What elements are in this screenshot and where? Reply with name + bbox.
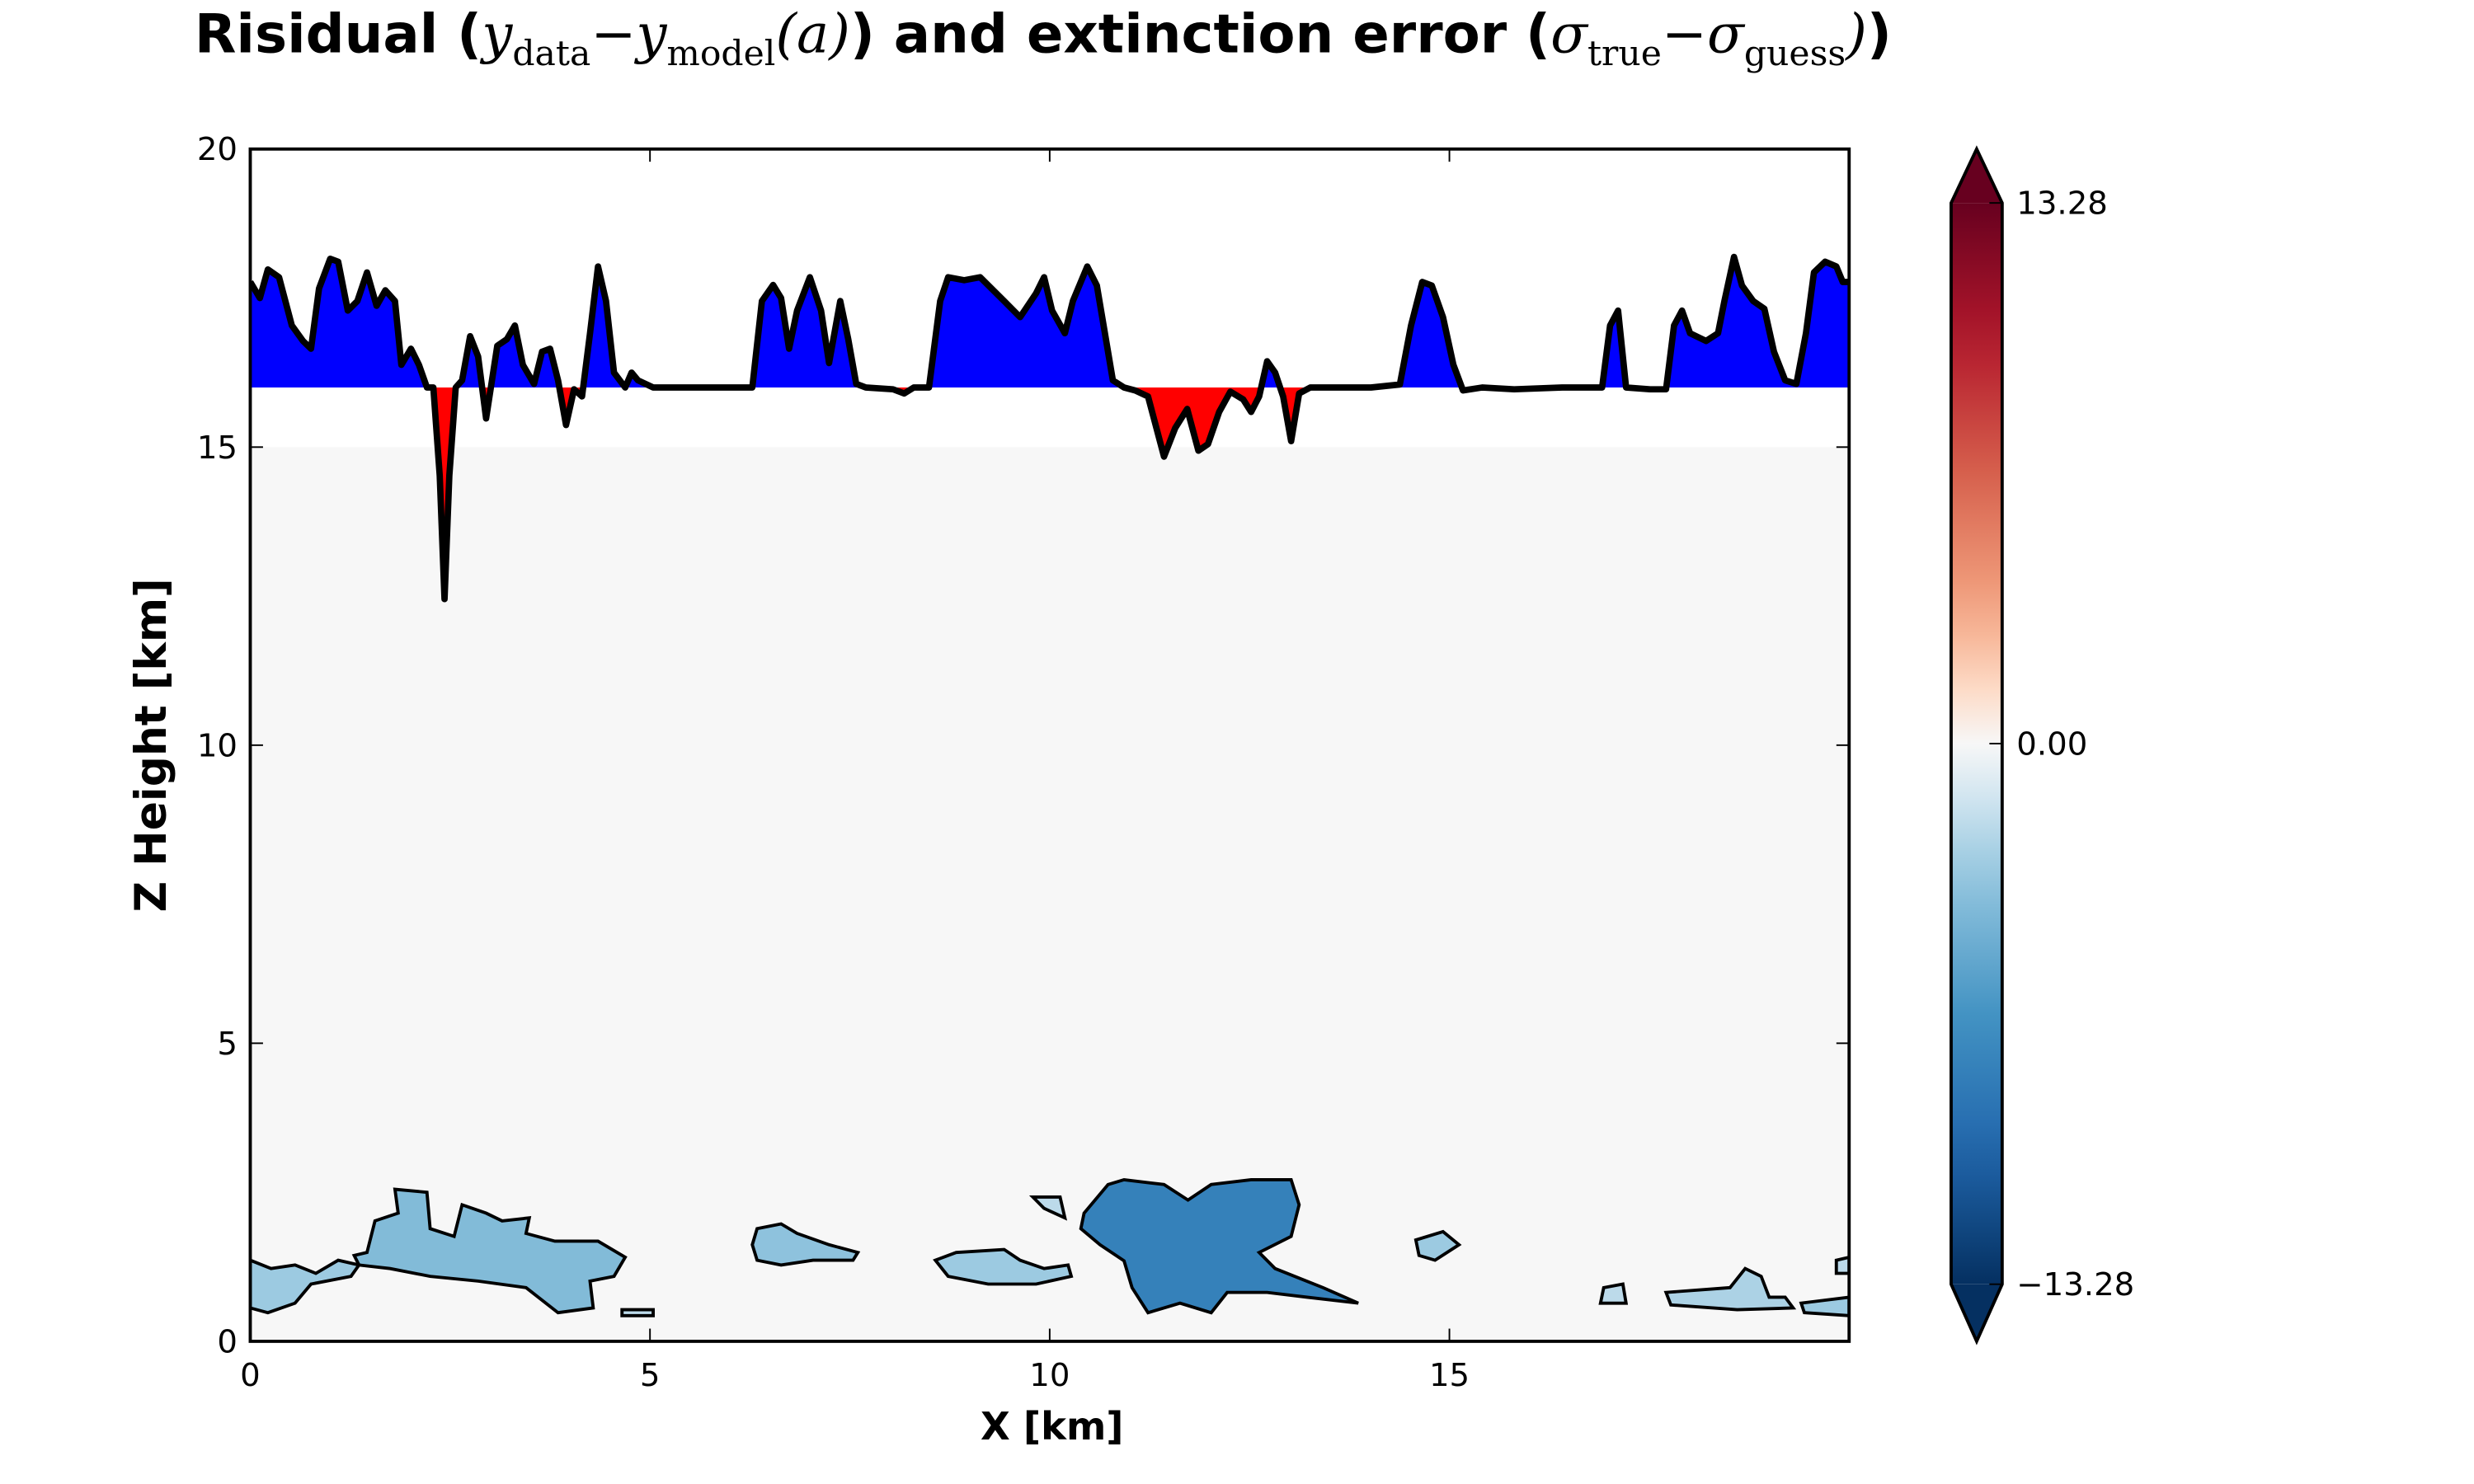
x-axis-label: X [km] [981,1404,1123,1449]
title-part: ) [1844,3,1867,66]
colorbar-tick-label: 13.28 [2016,186,2108,223]
error-patch [351,1187,628,1315]
error-patch [1799,1295,1850,1317]
field-background [250,447,1850,1341]
title-part: y [633,3,667,66]
title-part: model [667,34,776,74]
x-tick-label: 5 [640,1357,661,1394]
y-tick-label: 0 [217,1323,238,1360]
error-patch [1028,1195,1068,1221]
error-patch [620,1308,655,1317]
title-part: ) and extinction error ( [850,3,1550,66]
chart-title: Risidual (ydata−ymodel(a)) and extinctio… [195,3,1892,74]
error-patch [750,1222,861,1267]
title-part: true [1587,34,1662,74]
title-part: (a) [775,3,849,66]
title-part: ) [1867,3,1892,66]
y-axis-label: Z Height [km] [127,578,176,912]
title-part: − [1662,3,1707,66]
y-tick-label: 5 [217,1026,238,1063]
error-patch [1663,1266,1797,1312]
patches [250,1178,1850,1317]
residual-line [250,253,1850,603]
title-part: σ [1550,3,1589,66]
error-patch [1079,1178,1359,1315]
title-part: − [590,3,636,66]
title-part: σ [1707,3,1746,66]
y-tick-label: 15 [197,430,238,467]
error-patch [1598,1282,1629,1305]
colorbar-extend-min [1950,1284,2002,1341]
y-tick-label: 10 [197,727,238,764]
error-patch [250,1258,362,1315]
error-patch [933,1247,1074,1286]
colorbar-tick-label: 0.00 [2016,726,2087,763]
x-tick-label: 0 [240,1357,261,1394]
error-patch [1413,1229,1462,1262]
title-part: guess [1744,34,1846,74]
x-tick-label: 15 [1429,1357,1470,1394]
colorbar-tick-label: −13.28 [2016,1266,2134,1303]
title-part: data [512,34,590,74]
colorbar-extend-max [1950,148,2002,204]
title-part: y [479,3,513,66]
title-part: Risidual ( [195,3,482,66]
x-tick-label: 10 [1029,1357,1070,1394]
error-patch [1834,1255,1850,1275]
y-tick-label: 20 [197,131,238,168]
